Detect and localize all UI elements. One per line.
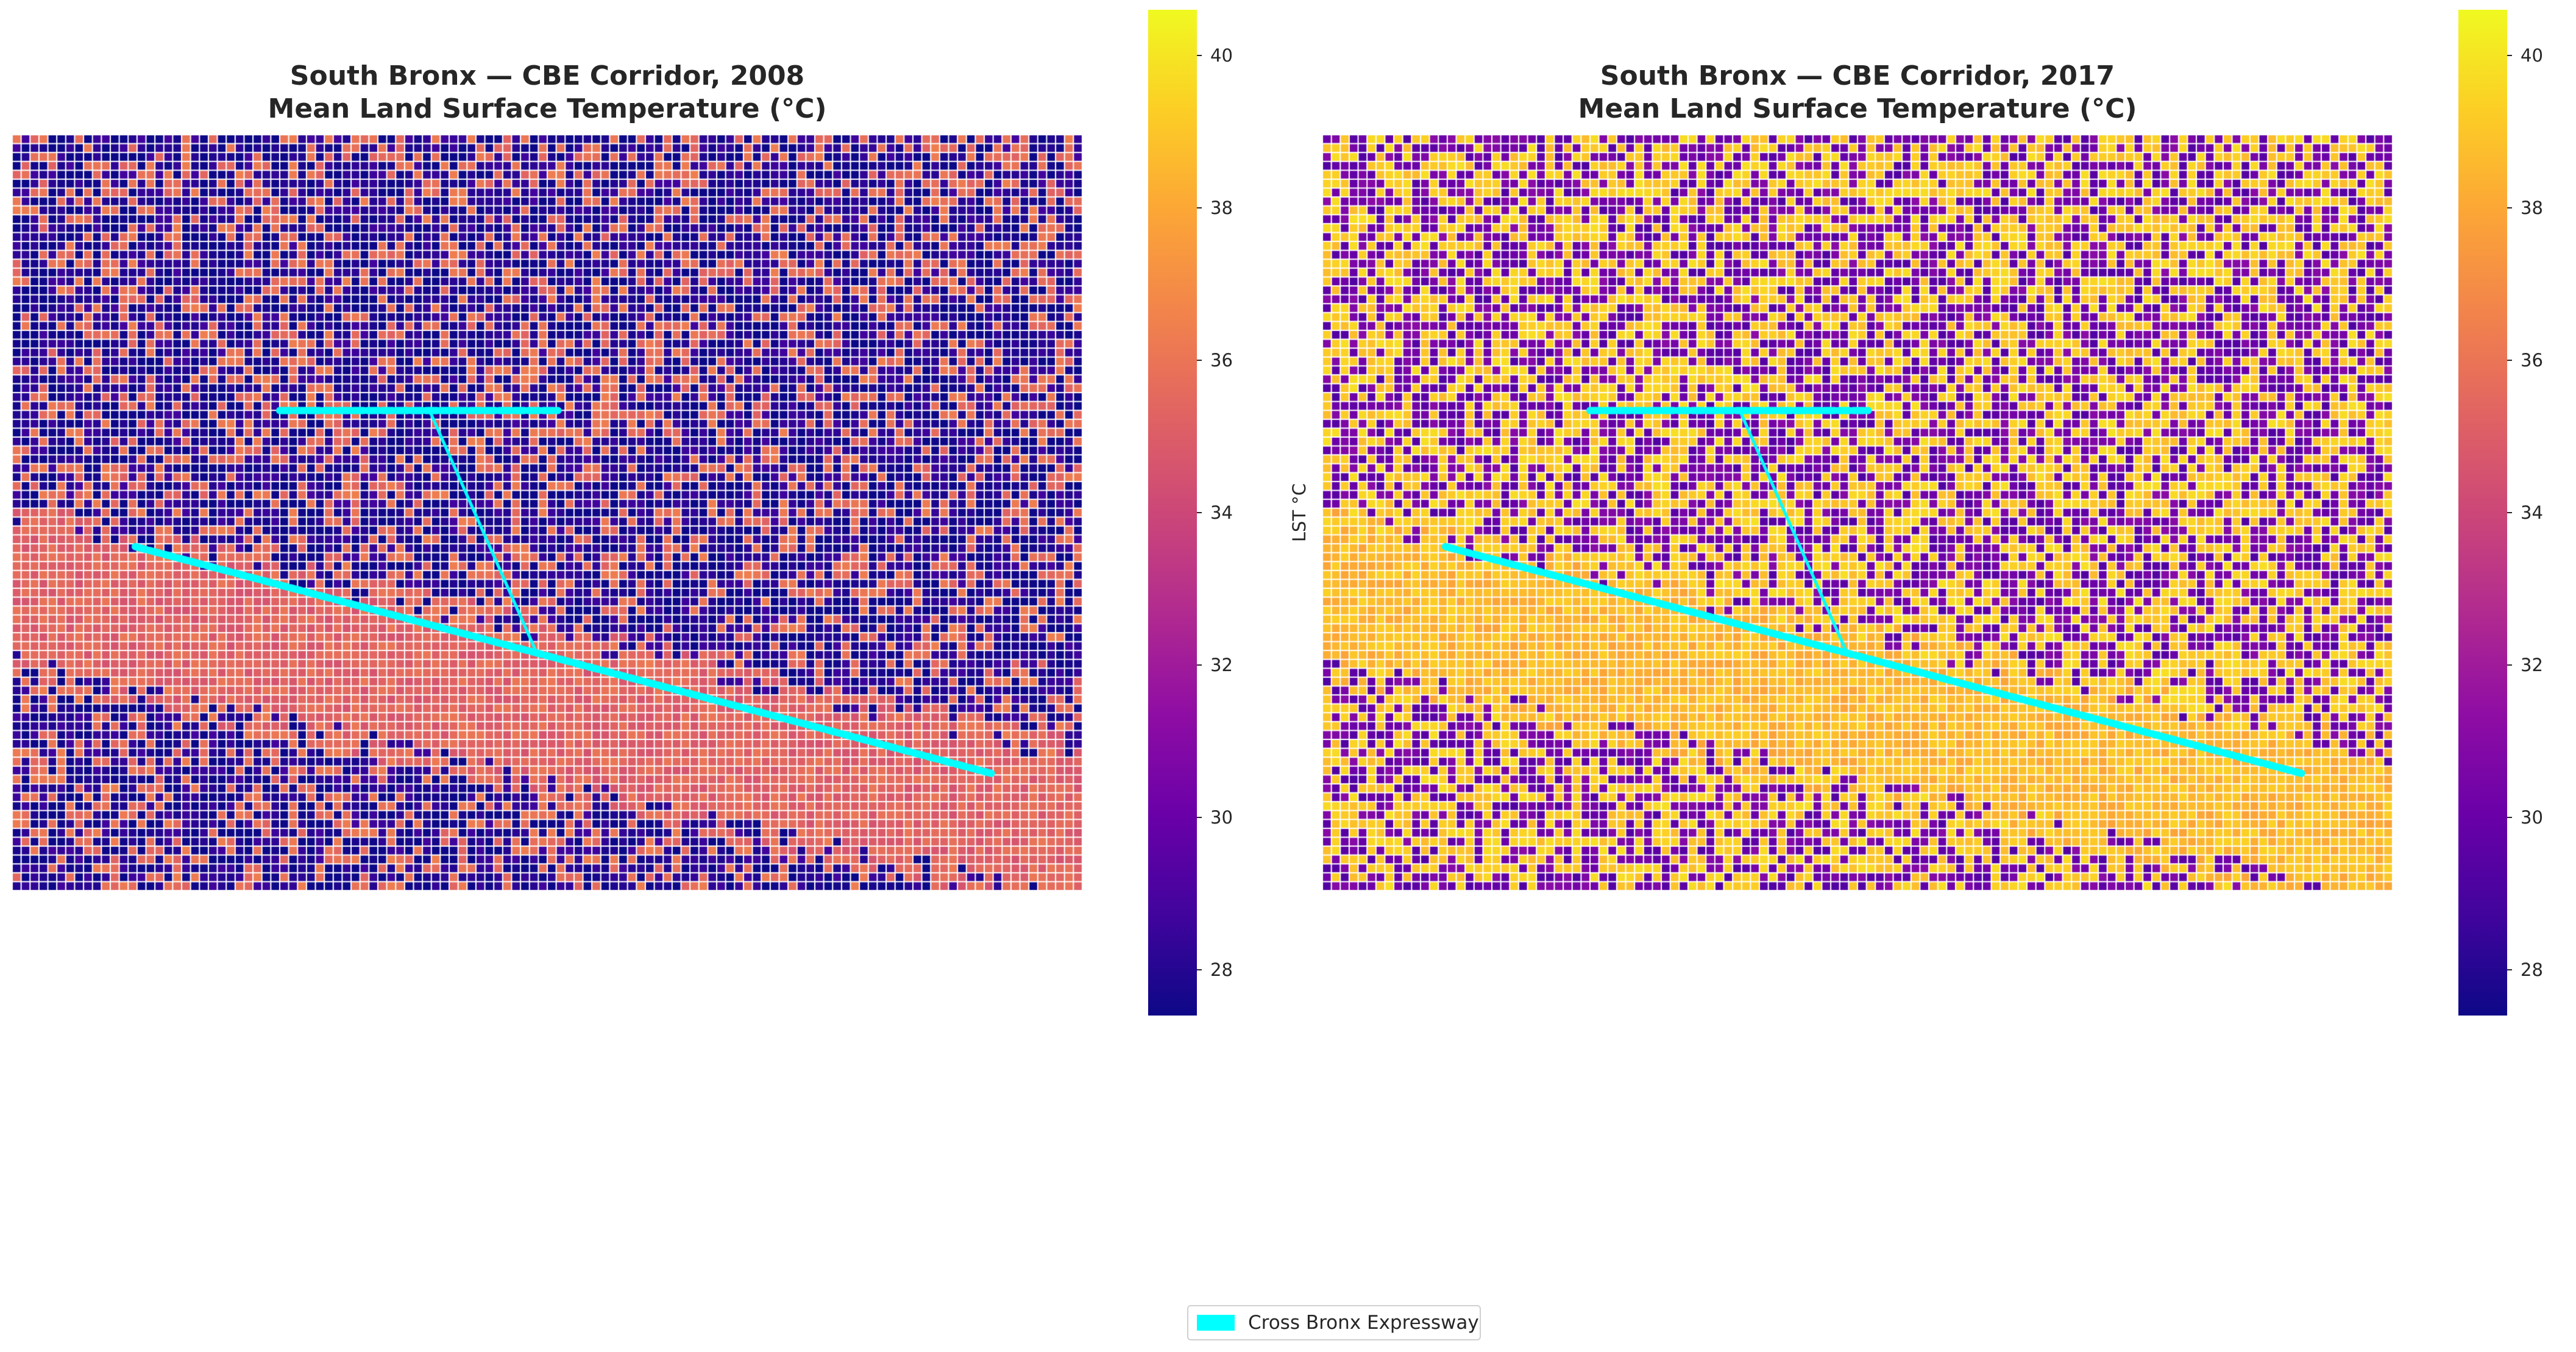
colorbar-tick-label: 28 [2521,959,2543,980]
colorbar-tick-label: 40 [2521,45,2543,66]
colorbar-tick-label: 36 [2521,350,2543,371]
colorbar-tick-label: 38 [1210,197,1233,218]
colorbar-tick-label: 28 [1210,959,1233,980]
legend-label-expressway: Cross Bronx Expressway [1248,1312,1479,1334]
colorbar-tick-label: 30 [2521,807,2543,828]
chart-title-2008-line1: South Bronx — CBE Corridor, 2008 [289,60,805,91]
colorbar-gradient [1148,10,1197,1016]
legend: Cross Bronx Expressway [1187,1305,1481,1340]
chart-title-2017-line2: Mean Land Surface Temperature (°C) [1578,93,2137,124]
colorbar-tick-label: 30 [1210,807,1233,828]
colorbar-tick-label: 32 [1210,655,1233,675]
colorbar-tick-label: 36 [1210,350,1233,371]
colorbar-label: LST °C [1289,483,1310,542]
colorbar-tick-label: 34 [2521,502,2543,523]
heatmap-2008 [12,135,1082,891]
heatmap-2017 [1322,135,2393,891]
chart-title-2017-line1: South Bronx — CBE Corridor, 2017 [1600,60,2115,91]
chart-title-2008-line2: Mean Land Surface Temperature (°C) [268,93,827,124]
chart-title-2017: South Bronx — CBE Corridor, 2017 Mean La… [1322,60,2393,126]
colorbar-tick-label: 40 [1210,45,1233,66]
colorbar-tick-label: 38 [2521,197,2543,218]
legend-swatch-expressway [1197,1315,1235,1331]
colorbar-gradient [2458,10,2507,1016]
colorbar-tick-label: 34 [1210,502,1233,523]
colorbar-2008: 28 30 32 34 36 38 40 LST °C [1148,10,1310,1016]
colorbar-tick-label: 32 [2521,655,2543,675]
chart-title-2008: South Bronx — CBE Corridor, 2008 Mean La… [12,60,1082,126]
